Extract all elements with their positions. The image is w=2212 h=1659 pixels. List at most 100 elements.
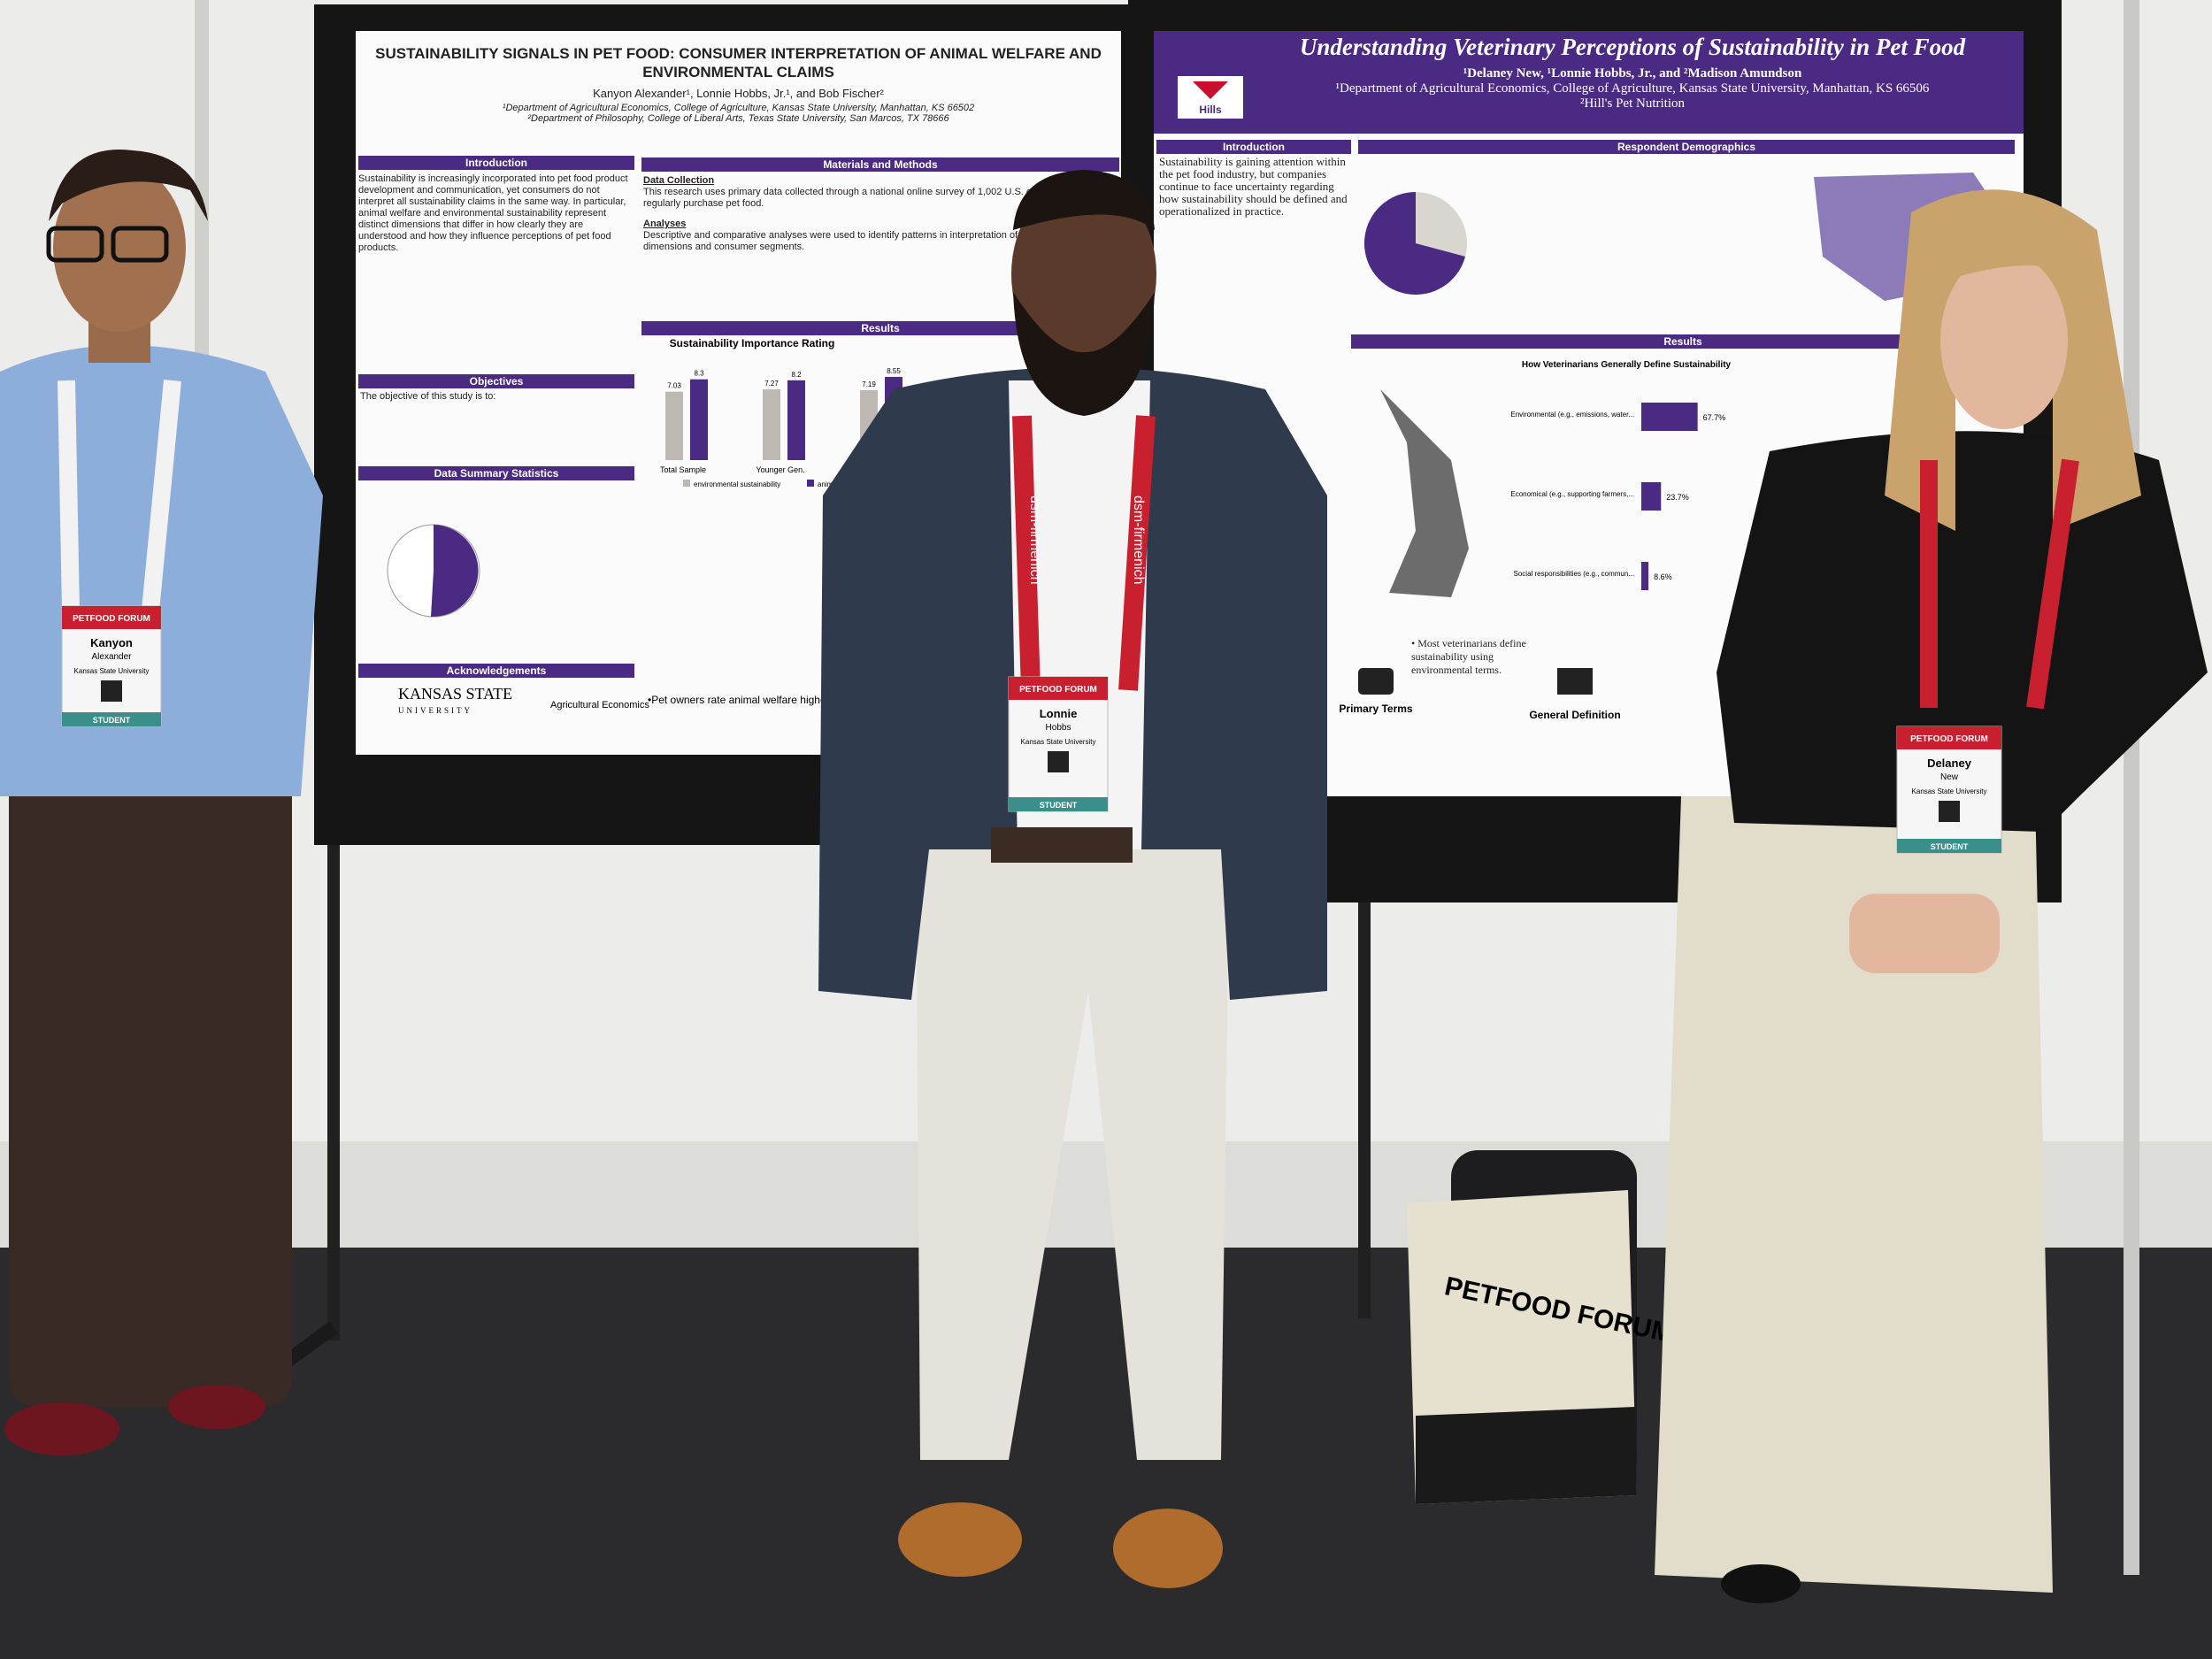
qr-code bbox=[1048, 751, 1069, 772]
chart-title: How Veterinarians Generally Define Susta… bbox=[1522, 360, 1732, 370]
skirt bbox=[1655, 796, 2053, 1593]
badge-event: PETFOOD FORUM bbox=[1910, 734, 1988, 744]
department: Agricultural Economics bbox=[550, 700, 649, 710]
value-label: 23.7% bbox=[1666, 493, 1689, 502]
legend-label: environmental sustainability bbox=[694, 480, 780, 488]
icon bbox=[1358, 668, 1394, 695]
badge-event: PETFOOD FORUM bbox=[1019, 685, 1097, 695]
badge-banner bbox=[1897, 726, 2001, 749]
pants bbox=[9, 770, 292, 1407]
poster-affiliation: ²Department of Philosophy, College of Li… bbox=[527, 113, 949, 124]
pie-slice bbox=[431, 525, 479, 618]
poster-title: Understanding Veterinary Perceptions of … bbox=[1299, 34, 1966, 60]
x-tick-label: Younger Gen. bbox=[756, 465, 804, 474]
section-bar bbox=[358, 466, 634, 480]
logo-text: Hills bbox=[1199, 104, 1222, 116]
glasses bbox=[46, 226, 104, 263]
icon-label: General Definition bbox=[1529, 709, 1620, 721]
section-heading: Introduction bbox=[1223, 141, 1285, 153]
section-heading: Acknowledgements bbox=[447, 664, 547, 677]
face bbox=[1011, 179, 1156, 370]
lanyard-print: dsm-firmenich bbox=[1131, 495, 1146, 584]
board-leg bbox=[327, 845, 340, 1340]
icon-label: Primary Terms bbox=[1339, 703, 1412, 715]
bar bbox=[1641, 403, 1698, 431]
paragraph: The objective of this study is to: bbox=[360, 391, 496, 402]
badge-footer bbox=[1009, 797, 1108, 811]
poster-header bbox=[1154, 31, 2024, 134]
x-tick-label: Total Sample bbox=[660, 465, 706, 474]
pie-slice bbox=[1363, 192, 1465, 295]
badge-role: STUDENT bbox=[1931, 842, 1969, 851]
badge-banner bbox=[62, 606, 161, 629]
badge-school: Kansas State University bbox=[1021, 738, 1096, 746]
poster-affiliation: ²Hill's Pet Nutrition bbox=[1579, 96, 1686, 111]
methods-text: Data Collection This research uses prima… bbox=[643, 175, 1094, 252]
lanyard bbox=[1012, 415, 1156, 691]
badge-school: Kansas State University bbox=[74, 667, 150, 675]
legend-swatch bbox=[683, 480, 690, 487]
poster-affiliation: ¹Department of Agricultural Economics, C… bbox=[502, 103, 975, 113]
shoe bbox=[168, 1385, 265, 1429]
section-heading: Objectives bbox=[470, 375, 524, 388]
value-label: 8.6% bbox=[1654, 572, 1672, 581]
value-label: 67.7% bbox=[1703, 413, 1726, 422]
heading: Data Collection bbox=[643, 175, 715, 186]
badge-last-name: New bbox=[1940, 772, 1959, 782]
hands bbox=[1849, 894, 2000, 973]
face bbox=[1940, 252, 2068, 429]
hair bbox=[49, 150, 208, 221]
word-cloud-cat bbox=[1380, 389, 1469, 597]
legend-swatch bbox=[807, 480, 814, 487]
bar bbox=[1641, 562, 1649, 590]
badge-banner bbox=[1009, 677, 1108, 700]
section-heading: Materials and Methods bbox=[823, 158, 938, 171]
value-label: 8.55 bbox=[887, 367, 901, 375]
category-label: Environmental (e.g., emissions, water... bbox=[1510, 411, 1634, 419]
bar bbox=[665, 391, 683, 460]
section-bar bbox=[1351, 334, 2015, 349]
paragraph: • Most veterinarians define sustainabili… bbox=[1411, 637, 1526, 676]
bullet-text: • Most veterinarians define sustainabili… bbox=[1411, 637, 1526, 676]
bar bbox=[787, 380, 805, 460]
shoe bbox=[898, 1502, 1022, 1577]
university-logo: KANSAS STATE bbox=[398, 685, 512, 703]
chart-title: Sustainability Importance Rating bbox=[670, 337, 835, 349]
badge-first-name: Kanyon bbox=[90, 636, 133, 649]
lanyard bbox=[1920, 458, 2079, 710]
section-heading: Results bbox=[1663, 335, 1702, 348]
section-heading: Respondent Demographics bbox=[1617, 141, 1755, 153]
section-bar bbox=[641, 157, 1119, 172]
qr-code bbox=[1939, 801, 1960, 822]
shoe bbox=[4, 1402, 119, 1455]
section-heading: Introduction bbox=[465, 157, 527, 169]
shoe bbox=[1113, 1509, 1223, 1588]
hair bbox=[1911, 212, 2097, 292]
badge-first-name: Lonnie bbox=[1040, 707, 1078, 720]
badge-first-name: Delaney bbox=[1927, 757, 1972, 770]
badge-footer bbox=[62, 712, 161, 726]
paragraph: Sustainability is increasingly incorpora… bbox=[358, 173, 628, 253]
value-label: 8.2 bbox=[791, 371, 802, 379]
value-label: 7.19 bbox=[862, 380, 876, 388]
badge-event: PETFOOD FORUM bbox=[73, 614, 150, 624]
badge-role: STUDENT bbox=[93, 716, 131, 725]
face bbox=[53, 164, 186, 332]
intro-text: Sustainability is increasingly incorpora… bbox=[358, 173, 628, 253]
belt bbox=[991, 827, 1133, 863]
result-bullet: •Pet owners rate animal welfare higher bbox=[648, 694, 830, 706]
badge-role: STUDENT bbox=[1040, 801, 1078, 810]
poster-title: SUSTAINABILITY SIGNALS IN PET FOOD: CONS… bbox=[375, 45, 1102, 81]
section-heading: Data Summary Statistics bbox=[434, 467, 559, 480]
badge-last-name: Hobbs bbox=[1046, 723, 1071, 733]
poster-authors: ¹Delaney New, ¹Lonnie Hobbs, Jr., and ²M… bbox=[1463, 66, 1802, 81]
qr-code bbox=[101, 680, 122, 702]
university-logo: UNIVERSITY bbox=[398, 706, 472, 715]
bar bbox=[690, 379, 708, 460]
person bbox=[1655, 189, 2208, 1603]
badge-last-name: Alexander bbox=[91, 652, 132, 662]
paragraph: Descriptive and comparative analyses wer… bbox=[643, 230, 1077, 252]
section-bar bbox=[358, 156, 634, 170]
poster-right-header: Understanding Veterinary Perceptions of … bbox=[1299, 34, 1966, 111]
